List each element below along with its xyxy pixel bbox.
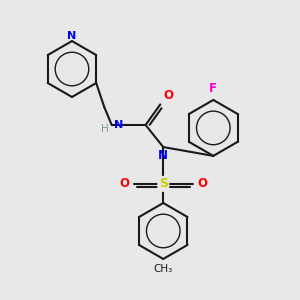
Text: O: O — [197, 177, 207, 190]
Text: CH₃: CH₃ — [154, 264, 173, 274]
Text: N: N — [67, 31, 76, 41]
Text: S: S — [159, 177, 168, 190]
Text: N: N — [114, 120, 123, 130]
Text: F: F — [209, 82, 217, 94]
Text: O: O — [119, 177, 129, 190]
Text: H: H — [101, 124, 109, 134]
Text: O: O — [164, 89, 174, 102]
Text: N: N — [158, 148, 168, 161]
